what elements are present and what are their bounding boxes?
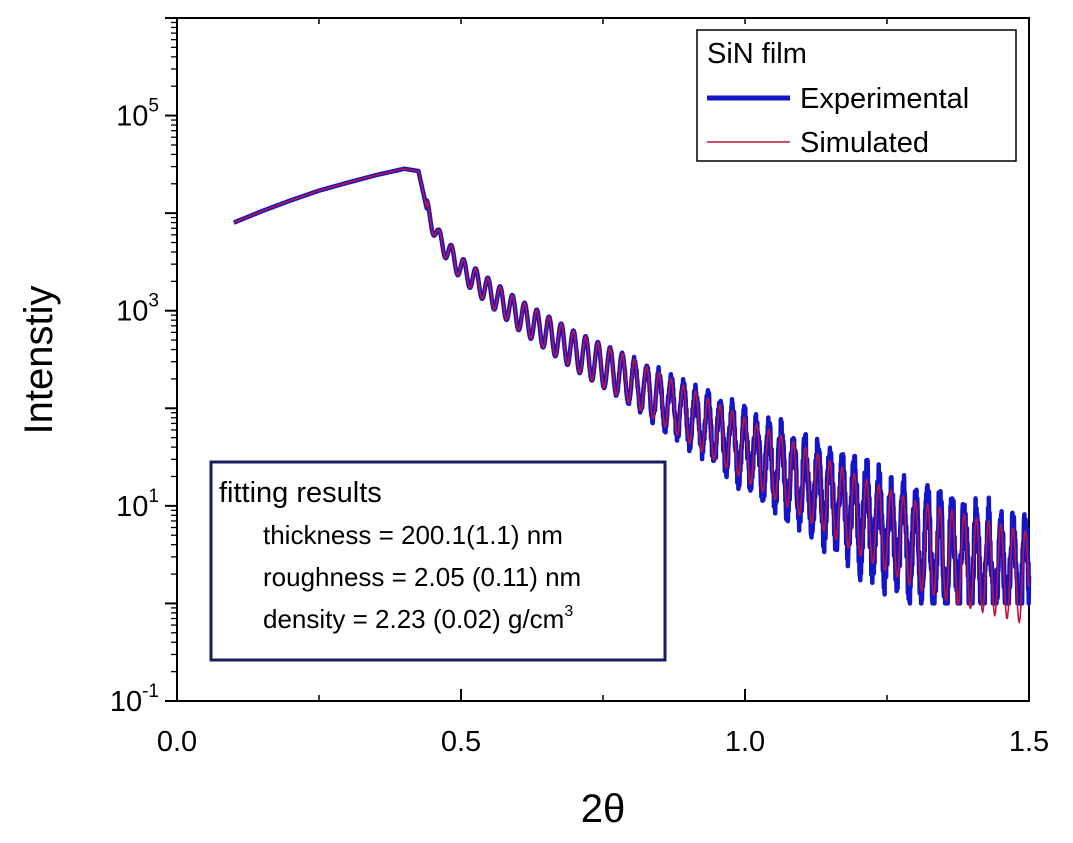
x-axis: 0.0 0.5 1.0 1.5 xyxy=(157,18,1049,758)
y-tick-label: 101 xyxy=(116,486,159,523)
y-axis: 10-1 101 103 105 xyxy=(110,17,177,718)
x-tick-label: 0.0 xyxy=(157,726,197,758)
y-tick-label: 105 xyxy=(116,96,159,133)
annotation-density-sup: 3 xyxy=(564,603,573,620)
legend-title: SiN film xyxy=(707,38,807,70)
series-layer xyxy=(231,166,1032,624)
x-axis-label: 2θ xyxy=(581,787,626,831)
x-tick-label: 1.5 xyxy=(1009,726,1049,758)
annotation-title: fitting results xyxy=(219,477,382,509)
legend: SiN film Experimental Simulated xyxy=(696,29,1017,162)
fit-annotation: fitting results thickness = 200.1(1.1) n… xyxy=(209,460,667,662)
legend-label-experimental: Experimental xyxy=(800,83,969,115)
annotation-density-text: density = 2.23 (0.02) g/cm xyxy=(263,604,564,634)
annotation-roughness: roughness = 2.05 (0.11) nm xyxy=(263,562,581,592)
y-axis-label: Intenstiy xyxy=(17,286,61,435)
y-tick-label: 103 xyxy=(116,291,159,328)
series-simulated-line xyxy=(233,168,1030,624)
x-tick-label: 0.5 xyxy=(441,726,481,758)
x-tick-label: 1.0 xyxy=(725,726,765,758)
legend-label-simulated: Simulated xyxy=(800,127,929,159)
annotation-box xyxy=(209,460,667,662)
annotation-thickness: thickness = 200.1(1.1) nm xyxy=(263,520,563,550)
y-tick-label: 10-1 xyxy=(110,681,159,718)
annotation-density: density = 2.23 (0.02) g/cm3 xyxy=(263,603,573,634)
